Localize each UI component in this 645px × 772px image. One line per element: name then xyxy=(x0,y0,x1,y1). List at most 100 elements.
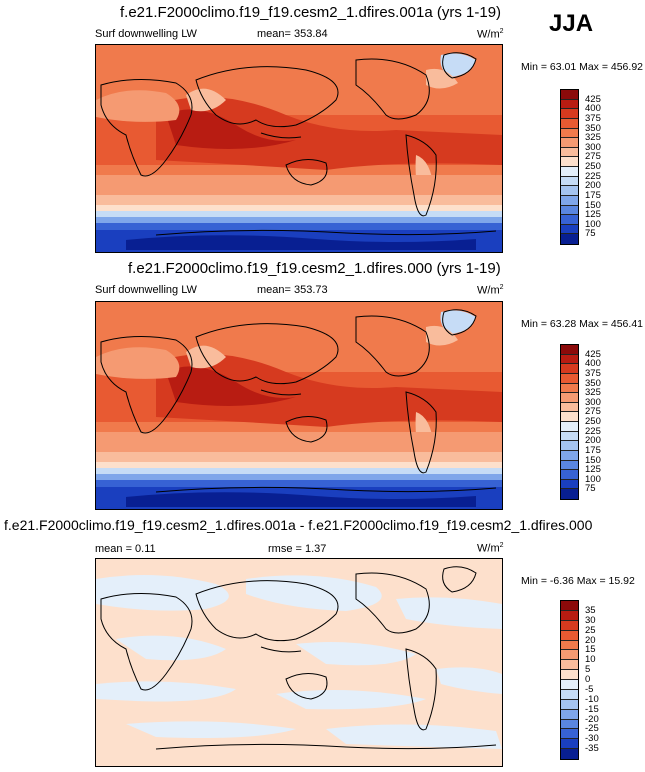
colorbar-tick-label: -20 xyxy=(585,713,599,725)
panel-3-map xyxy=(95,558,503,767)
colorbar-tick-label: -10 xyxy=(585,693,599,705)
panel-1-colorbar xyxy=(560,89,579,245)
colorbar-tick-label: 250 xyxy=(585,161,601,172)
colorbar-swatch xyxy=(561,670,578,680)
colorbar-swatch xyxy=(561,601,578,611)
colorbar-swatch xyxy=(561,422,578,432)
colorbar-swatch xyxy=(561,412,578,422)
colorbar-swatch xyxy=(561,118,578,129)
colorbar-swatch xyxy=(561,147,578,158)
colorbar-swatch xyxy=(561,719,578,730)
colorbar-swatch xyxy=(561,470,578,480)
colorbar-tick-label: 275 xyxy=(585,406,601,418)
panel-3-colorbar xyxy=(560,600,579,760)
panel-2-title: f.e21.F2000climo.f19_f19.cesm2_1.dfires.… xyxy=(128,260,501,277)
colorbar-tick-label: 350 xyxy=(585,122,601,134)
colorbar-swatch xyxy=(561,441,578,451)
panel-2-map xyxy=(95,301,503,510)
colorbar-swatch xyxy=(561,109,578,119)
colorbar-tick-label: 225 xyxy=(585,170,601,182)
colorbar-tick-label: -30 xyxy=(585,733,599,745)
colorbar-swatch xyxy=(561,689,578,700)
colorbar-tick-label: 325 xyxy=(585,387,601,399)
panel-1-map xyxy=(95,44,503,253)
colorbar-swatch xyxy=(561,431,578,442)
colorbar-swatch xyxy=(561,450,578,461)
colorbar-tick-label: 375 xyxy=(585,112,601,124)
colorbar-tick-label: 250 xyxy=(585,416,601,427)
colorbar-swatch xyxy=(561,660,578,671)
colorbar-tick-label: -25 xyxy=(585,723,599,735)
panel-2-units: W/m2 xyxy=(477,284,504,297)
colorbar-tick-label: 375 xyxy=(585,367,601,379)
colorbar-tick-label: 30 xyxy=(585,614,596,626)
colorbar-tick-label: 300 xyxy=(585,396,601,408)
colorbar-swatch xyxy=(561,234,578,244)
colorbar-swatch xyxy=(561,157,578,167)
colorbar-swatch xyxy=(561,345,578,355)
panel-3-title: f.e21.F2000climo.f19_f19.cesm2_1.dfires.… xyxy=(4,517,593,533)
colorbar-swatch xyxy=(561,90,578,100)
colorbar-tick-label: 20 xyxy=(585,634,596,646)
colorbar-tick-label: 350 xyxy=(585,377,601,389)
colorbar-swatch xyxy=(561,739,578,750)
colorbar-swatch xyxy=(561,479,578,490)
colorbar-swatch xyxy=(561,709,578,720)
colorbar-tick-label: 25 xyxy=(585,624,596,636)
colorbar-tick-label: 400 xyxy=(585,103,601,115)
colorbar-tick-label: 150 xyxy=(585,454,601,466)
colorbar-swatch xyxy=(561,680,578,690)
colorbar-tick-label: 0 xyxy=(585,674,591,685)
panel-2-mean-label: mean= 353.73 xyxy=(257,284,328,296)
panel-1-minmax: Min = 63.01 Max = 456.92 xyxy=(521,61,643,73)
colorbar-swatch xyxy=(561,364,578,374)
colorbar-swatch xyxy=(561,138,578,148)
colorbar-swatch xyxy=(561,650,578,661)
colorbar-swatch xyxy=(561,620,578,631)
colorbar-tick-label: -35 xyxy=(585,743,599,755)
colorbar-swatch xyxy=(561,393,578,403)
colorbar-tick-label: 275 xyxy=(585,151,601,163)
colorbar-swatch xyxy=(561,195,578,206)
panel-3-units: W/m2 xyxy=(477,542,504,555)
colorbar-tick-label: -15 xyxy=(585,703,599,715)
colorbar-tick-label: 175 xyxy=(585,444,601,456)
colorbar-swatch xyxy=(561,729,578,740)
season-label: JJA xyxy=(549,10,594,37)
colorbar-tick-label: 200 xyxy=(585,435,601,447)
colorbar-tick-label: 35 xyxy=(585,604,596,616)
panel-1-variable-label: Surf downwelling LW xyxy=(95,28,197,40)
panel-1-mean-label: mean= 353.84 xyxy=(257,28,328,40)
colorbar-tick-label: 5 xyxy=(585,664,591,676)
colorbar-swatch xyxy=(561,383,578,394)
colorbar-swatch xyxy=(561,99,578,110)
colorbar-swatch xyxy=(561,489,578,499)
colorbar-tick-label: 425 xyxy=(585,348,601,360)
colorbar-tick-label: 200 xyxy=(585,180,601,192)
colorbar-tick-label: 150 xyxy=(585,199,601,211)
colorbar-swatch xyxy=(561,699,578,710)
colorbar-tick-label: 125 xyxy=(585,209,601,221)
colorbar-tick-label: 75 xyxy=(585,228,596,240)
panel-3-rmse-label: rmse = 1.37 xyxy=(268,543,327,555)
colorbar-swatch xyxy=(561,402,578,413)
panel-2-minmax: Min = 63.28 Max = 456.41 xyxy=(521,318,643,330)
colorbar-tick-label: 175 xyxy=(585,189,601,201)
colorbar-swatch xyxy=(561,176,578,187)
colorbar-tick-label: 125 xyxy=(585,464,601,476)
colorbar-swatch xyxy=(561,128,578,139)
colorbar-tick-label: 425 xyxy=(585,93,601,105)
panel-1-title: f.e21.F2000climo.f19_f19.cesm2_1.dfires.… xyxy=(120,4,502,21)
colorbar-tick-label: -5 xyxy=(585,683,594,695)
colorbar-swatch xyxy=(561,186,578,196)
colorbar-swatch xyxy=(561,610,578,621)
colorbar-tick-label: 400 xyxy=(585,358,601,370)
colorbar-swatch xyxy=(561,749,578,759)
colorbar-tick-label: 75 xyxy=(585,483,596,495)
colorbar-tick-label: 100 xyxy=(585,473,601,485)
colorbar-swatch xyxy=(561,373,578,384)
colorbar-swatch xyxy=(561,460,578,471)
colorbar-tick-label: 10 xyxy=(585,654,596,666)
colorbar-tick-label: 15 xyxy=(585,644,596,656)
colorbar-tick-label: 300 xyxy=(585,141,601,153)
